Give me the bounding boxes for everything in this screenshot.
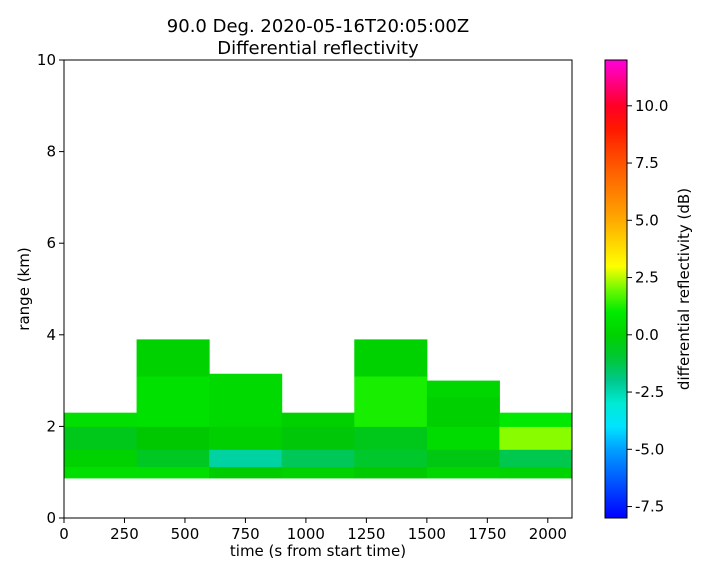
heatmap-cell: [426, 466, 500, 479]
heatmap-cell: [136, 376, 210, 427]
heatmap-cell: [136, 426, 210, 450]
x-axis-label: time (s from start time): [230, 542, 406, 560]
colorbar-tick-label: 2.5: [635, 269, 659, 287]
heatmap-cell: [64, 449, 138, 467]
heatmap-cell: [354, 376, 428, 427]
heatmap-cell: [281, 426, 355, 450]
x-axis-ticks: 0 250 500 750 1000 1250 1500 1750 2000: [59, 518, 567, 543]
y-tick-label: 4: [46, 326, 56, 344]
colorbar-tick-label: -2.5: [635, 383, 664, 401]
heatmap-cell: [64, 412, 138, 427]
colorbar-tick-label: -5.0: [635, 440, 664, 458]
heatmap-cell: [426, 380, 500, 398]
x-tick-label: 500: [171, 525, 200, 543]
heatmap-cell: [281, 449, 355, 467]
heatmap-cell: [499, 466, 573, 479]
heatmap-cell: [354, 339, 428, 377]
heatmap-cell: [136, 339, 210, 377]
heatmap-cell: [354, 449, 428, 467]
x-tick-label: 1500: [408, 525, 446, 543]
heatmap-cell: [426, 396, 500, 427]
x-tick-label: 1000: [287, 525, 325, 543]
x-tick-label: 750: [231, 525, 260, 543]
colorbar-ticks: -7.5 -5.0 -2.5 0.0 2.5 5.0 7.5 10.0: [627, 97, 668, 516]
x-tick-label: 0: [59, 525, 69, 543]
y-tick-label: 10: [37, 51, 56, 69]
heatmap-cell: [354, 466, 428, 479]
heatmap-cell: [426, 426, 500, 450]
heatmap-cell: [209, 466, 283, 479]
heatmap-cell: [281, 466, 355, 479]
colorbar-tick-label: 0.0: [635, 326, 659, 344]
heatmap-cell: [136, 466, 210, 479]
colorbar-tick-label: 5.0: [635, 211, 659, 229]
heatmap-cell: [64, 466, 138, 479]
y-tick-label: 0: [46, 509, 56, 527]
colorbar-tick-label: 10.0: [635, 97, 668, 115]
heatmap-cell: [281, 412, 355, 427]
chart-subtitle: Differential reflectivity: [217, 38, 419, 59]
colorbar-tick-label: -7.5: [635, 498, 664, 516]
x-tick-label: 2000: [529, 525, 567, 543]
heatmap-cells: [64, 339, 573, 479]
heatmap-cell: [209, 449, 283, 467]
heatmap-cell: [426, 449, 500, 467]
chart-title: 90.0 Deg. 2020-05-16T20:05:00Z: [167, 16, 469, 37]
heatmap-cell: [64, 426, 138, 450]
colorbar-label: differential reflectivity (dB): [675, 188, 693, 390]
x-tick-label: 250: [110, 525, 139, 543]
x-tick-label: 1750: [468, 525, 506, 543]
heatmap-cell: [499, 412, 573, 427]
y-tick-label: 6: [46, 234, 56, 252]
y-axis-label: range (km): [15, 247, 33, 330]
y-tick-label: 2: [46, 417, 56, 435]
heatmap-cell: [354, 426, 428, 450]
y-tick-label: 8: [46, 143, 56, 161]
colorbar: [604, 59, 628, 519]
heatmap-cell: [499, 426, 573, 450]
y-axis-ticks: 0 2 4 6 8 10: [37, 51, 64, 527]
heatmap-cell: [136, 449, 210, 467]
x-tick-label: 1250: [347, 525, 385, 543]
colorbar-tick-label: 7.5: [635, 154, 659, 172]
heatmap-cell: [209, 373, 283, 427]
heatmap-cell: [209, 426, 283, 450]
heatmap-cell: [499, 449, 573, 467]
plot-area-frame: [63, 59, 573, 519]
